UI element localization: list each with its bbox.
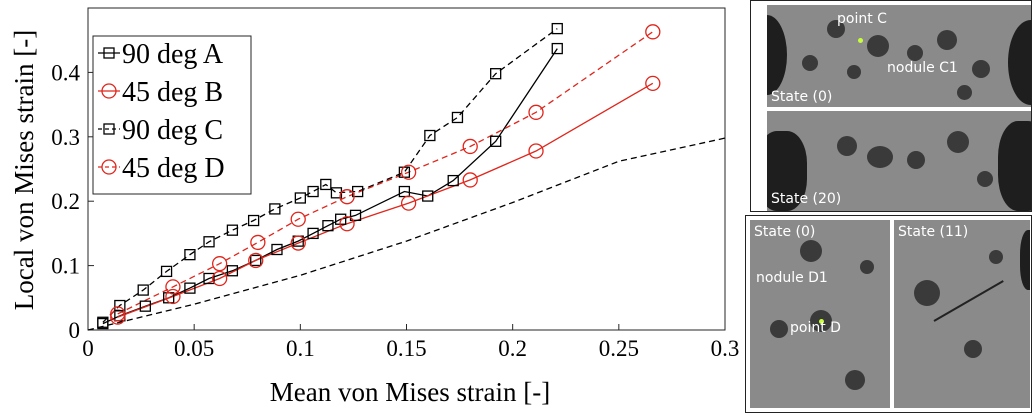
legend-label: 45 deg D <box>122 153 225 184</box>
data-point <box>184 249 196 261</box>
x-tick-label: 0.15 <box>386 336 426 361</box>
micrograph-top-state0: point C nodule C1 State (0) <box>767 5 1031 107</box>
data-point <box>269 203 281 215</box>
data-point <box>290 235 306 251</box>
data-point <box>160 265 173 278</box>
y-tick-label: 0.4 <box>51 60 80 85</box>
data-point <box>184 282 196 294</box>
x-tick-label: 0.2 <box>498 336 527 361</box>
label-point-d: point D <box>790 320 841 336</box>
data-point <box>203 236 215 248</box>
data-point <box>110 306 126 322</box>
label-state-0-top: State (0) <box>771 89 833 105</box>
y-tick-label: 0.1 <box>51 254 80 279</box>
x-tick-label: 0.3 <box>711 336 740 361</box>
data-point <box>645 24 661 40</box>
micrograph-bottom-state11: State (11) <box>894 220 1030 408</box>
series-line-3 <box>117 31 654 315</box>
data-point <box>451 111 464 124</box>
legend-label: 45 deg B <box>122 77 223 108</box>
x-tick-label: 0.25 <box>599 336 639 361</box>
data-point <box>101 159 117 175</box>
data-point <box>101 83 117 99</box>
data-point <box>320 178 332 191</box>
axis-ticks: 0 0.05 0.1 0.15 0.2 0.25 0.3 0 0.1 0.2 0.3 0.4 <box>51 60 739 361</box>
x-tick-label: 0.05 <box>174 336 214 361</box>
data-point <box>398 185 411 198</box>
data-point <box>137 284 149 296</box>
micrograph-bottom: State (0) nodule D1 point D State (11) <box>745 215 1032 413</box>
data-point <box>114 299 126 312</box>
series-markers <box>97 22 661 330</box>
data-point <box>349 209 362 222</box>
data-point <box>339 189 355 205</box>
data-point <box>400 195 417 211</box>
x-tick-label: 0 <box>82 336 94 361</box>
data-point <box>250 254 262 267</box>
legend-label: 90 deg A <box>122 39 224 70</box>
data-point <box>339 216 355 232</box>
label-nodule-d1: nodule D1 <box>756 270 828 286</box>
data-point <box>462 172 478 188</box>
y-axis-label: Local von Mises strain [-] <box>9 30 39 310</box>
data-point <box>551 22 563 35</box>
series-lines <box>87 28 726 331</box>
data-point <box>447 174 459 187</box>
series-line-1 <box>117 82 654 318</box>
data-point <box>226 265 239 277</box>
data-point <box>271 243 283 256</box>
point-d-marker <box>819 319 824 324</box>
x-tick-label: 0.1 <box>286 336 315 361</box>
point-c-marker <box>858 38 863 43</box>
data-point <box>645 75 661 91</box>
data-point <box>97 316 109 328</box>
data-point <box>294 192 306 204</box>
data-point <box>462 138 478 155</box>
data-point <box>307 227 319 240</box>
y-tick-label: 0 <box>69 318 81 343</box>
data-point <box>307 185 319 198</box>
strain-chart: 0 0.05 0.1 0.15 0.2 0.25 0.3 0 0.1 0.2 0.3 0.4 90 d… <box>9 7 739 407</box>
x-axis-label: Mean von Mises strain [-] <box>270 377 550 407</box>
data-point <box>248 252 264 269</box>
micrograph-top: point C nodule C1 State (0) State (20) <box>750 0 1032 212</box>
data-point <box>490 135 502 147</box>
label-point-c: point C <box>837 11 887 27</box>
label-state-20: State (20) <box>771 191 842 207</box>
y-tick-label: 0.3 <box>51 125 80 150</box>
data-point <box>424 129 436 142</box>
series-line-2 <box>102 28 558 323</box>
data-point <box>400 164 417 180</box>
data-point <box>139 300 151 312</box>
data-point <box>322 220 334 232</box>
data-point <box>528 143 544 159</box>
data-point <box>226 224 239 236</box>
series-line-4 <box>87 137 726 331</box>
data-point <box>490 68 502 80</box>
label-nodule-c1: nodule C1 <box>887 60 958 76</box>
legend-box <box>92 35 252 195</box>
micrograph-bottom-state0: State (0) nodule D1 point D <box>750 220 890 408</box>
label-state-11: State (11) <box>898 224 969 240</box>
data-point <box>211 270 228 287</box>
y-tick-label: 0.2 <box>51 189 80 214</box>
label-state-0-bottom: State (0) <box>754 224 816 240</box>
data-point <box>422 190 434 202</box>
data-point <box>528 104 544 120</box>
data-point <box>165 288 181 305</box>
data-point <box>250 234 266 251</box>
legend: 90 deg A 45 deg B 90 deg C 45 deg D <box>92 35 252 195</box>
data-point <box>103 47 115 59</box>
data-point <box>247 214 260 227</box>
data-point <box>203 272 215 285</box>
data-point <box>103 123 115 135</box>
data-point <box>290 211 306 227</box>
data-point <box>551 42 563 55</box>
data-point <box>165 279 181 295</box>
micrograph-top-state20: State (20) <box>767 111 1031 211</box>
data-point <box>211 256 228 272</box>
legend-label: 90 deg C <box>122 115 223 146</box>
